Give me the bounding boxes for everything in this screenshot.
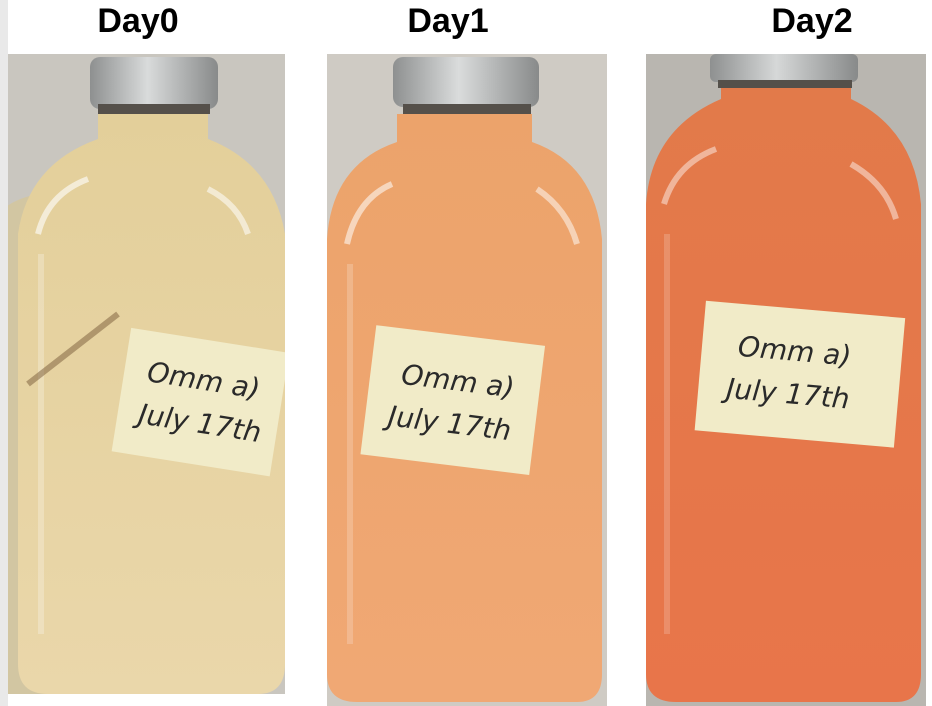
handwritten-label: Omm a)July 17th [111, 327, 285, 477]
panel-title-day2: Day2 [771, 2, 853, 40]
panel-title-day1: Day1 [407, 2, 489, 40]
handwritten-label: Omm a)July 17th [360, 325, 546, 475]
photo-panel-day1: Omm a) July 17th [327, 54, 607, 706]
left-edge-strip [0, 0, 8, 706]
photo-panel-day0: Omm a) July 17th [8, 54, 285, 694]
panel-title-day0: Day0 [97, 2, 179, 40]
photo-panel-day2: Omm a) July 17th [646, 54, 926, 706]
bottle-cap [710, 54, 858, 82]
bottle-photo-day0: Omm a)July 17th [8, 54, 285, 694]
bottle-cap [393, 57, 539, 107]
bottle-photo-day2: Omm a)July 17th [646, 54, 926, 706]
handwritten-label: Omm a)July 17th [694, 300, 906, 448]
bottle-photo-day1: Omm a)July 17th [327, 54, 607, 706]
bottle-cap [90, 57, 218, 109]
